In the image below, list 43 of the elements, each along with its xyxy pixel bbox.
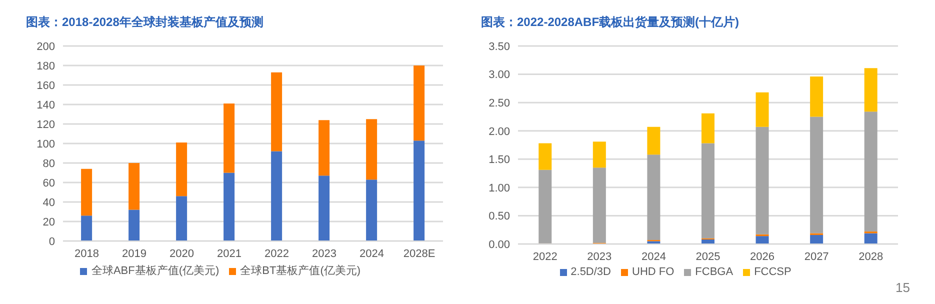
- x-tick-label: 2028: [858, 250, 884, 263]
- y-tick-label: 80: [42, 158, 55, 170]
- legend-label: UHD FO: [632, 266, 674, 278]
- chart-title: 图表：2018-2028年全球封装基板产值及预测: [25, 14, 264, 31]
- x-tick-label: 2022: [264, 248, 289, 260]
- y-tick-label: 1.50: [488, 154, 510, 166]
- legend-label: FCBGA: [695, 266, 734, 278]
- y-tick-label: 0.00: [488, 238, 510, 251]
- text: 15: [896, 280, 910, 295]
- legend-label: 全球ABF基板产值(亿美元): [91, 265, 220, 277]
- x-tick-label: 2024: [641, 250, 666, 263]
- x-tick-label: 2023: [587, 250, 612, 263]
- legend-label: 全球BT基板产值(亿美元): [240, 265, 361, 277]
- y-tick-label: 120: [36, 118, 55, 131]
- chart-title: 图表：2022-2028ABF载板出货量及预测(十亿片): [480, 14, 740, 31]
- y-tick-label: 60: [42, 177, 55, 190]
- x-tick-label: 2019: [122, 248, 146, 260]
- x-tick-label: 2020: [170, 248, 194, 260]
- y-tick-label: 180: [36, 60, 55, 72]
- x-tick-label: 2023: [312, 248, 336, 260]
- y-tick-label: 40: [42, 196, 55, 209]
- y-tick-label: 0.50: [488, 210, 510, 223]
- y-tick-label: 3.50: [488, 40, 510, 53]
- y-tick-label: 20: [42, 216, 55, 228]
- x-tick-label: 2027: [804, 250, 829, 263]
- x-tick-label: 2021: [217, 248, 242, 260]
- y-tick-label: 2.00: [488, 126, 510, 138]
- x-tick-label: 2024: [360, 248, 384, 260]
- y-tick-label: 160: [36, 80, 55, 92]
- x-tick-label: 2018: [74, 248, 99, 260]
- y-tick-label: 200: [36, 40, 55, 53]
- legend-label: FCCSP: [754, 266, 792, 278]
- y-tick-label: 0: [48, 236, 55, 248]
- x-tick-label: 2026: [750, 250, 775, 263]
- y-tick-label: 100: [36, 138, 55, 150]
- legend-label: 2.5D/3D: [570, 266, 611, 278]
- y-tick-label: 2.50: [488, 97, 510, 110]
- x-tick-label: 2028E: [403, 248, 436, 260]
- y-tick-label: 140: [36, 99, 55, 112]
- y-tick-label: 3.00: [488, 69, 510, 82]
- y-tick-label: 1.00: [488, 182, 510, 194]
- x-tick-label: 2025: [696, 250, 720, 263]
- x-tick-label: 2022: [532, 250, 558, 263]
